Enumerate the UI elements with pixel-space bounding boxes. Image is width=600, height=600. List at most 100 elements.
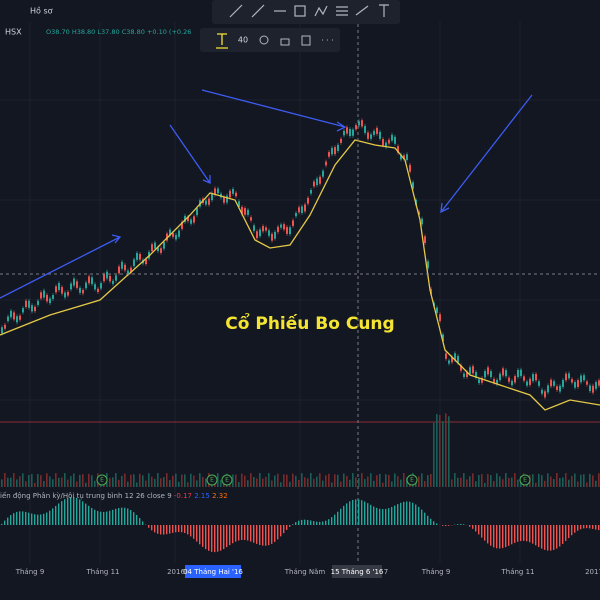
macd-bar [394, 505, 396, 525]
macd-bar [295, 522, 297, 525]
candle [13, 312, 15, 320]
candle [124, 264, 126, 271]
macd-bar [178, 525, 180, 533]
candle [295, 212, 297, 217]
macd-bar [541, 525, 543, 549]
tool-icons[interactable] [229, 4, 389, 18]
candle [262, 226, 264, 232]
macd-bar [40, 514, 42, 525]
volume-bar [379, 473, 381, 487]
volume-bar [547, 473, 549, 487]
macd-bar [346, 503, 348, 525]
volume-bar [400, 479, 402, 487]
candle [4, 324, 6, 329]
candle [559, 385, 561, 392]
volume-bar [448, 416, 450, 487]
volume-bar [310, 473, 312, 487]
volume-bar [586, 482, 588, 487]
volume-bar [148, 473, 150, 487]
volume-bar [292, 473, 294, 487]
candle [484, 371, 486, 378]
candle [598, 380, 600, 386]
candle [553, 381, 555, 386]
text-tools[interactable] [259, 35, 333, 46]
candle [1, 327, 3, 334]
font-size[interactable]: 40 [238, 36, 248, 45]
profile[interactable]: Hồ sơ [30, 6, 53, 16]
macd-bar [244, 525, 246, 540]
candle [163, 242, 165, 249]
volume-bar [94, 480, 96, 487]
macd-bar [493, 525, 495, 548]
macd-bar [187, 525, 189, 535]
candle [223, 196, 225, 203]
macd-bar [241, 525, 243, 540]
x-highlight: 04 Tháng Hai '16 [183, 568, 243, 576]
volume-bar [19, 476, 21, 487]
macd-bar [484, 525, 486, 541]
candle [487, 367, 489, 375]
candle [451, 357, 453, 363]
macd-bar [106, 511, 108, 525]
macd-bar [442, 525, 444, 526]
candle [409, 164, 411, 172]
candle [97, 288, 99, 293]
macd-bar [376, 507, 378, 525]
text-color[interactable] [216, 33, 228, 49]
candle [397, 146, 399, 153]
earnings-label: E [100, 477, 104, 484]
volume-bar [277, 473, 279, 487]
macd-bar [70, 497, 72, 525]
candle [112, 280, 114, 284]
macd-bar [16, 511, 18, 525]
volume-bar [1, 479, 3, 487]
macd-bar [271, 525, 273, 544]
macd-bar [565, 525, 567, 542]
volume-bar [580, 474, 582, 487]
macd-bar [211, 525, 213, 552]
candle [10, 310, 12, 318]
candle [532, 374, 534, 382]
macd-bar [472, 525, 474, 529]
candle [562, 380, 564, 387]
volume-bar [193, 475, 195, 487]
macd-bar [448, 525, 450, 526]
volume-bar [283, 474, 285, 487]
macd-bar [82, 501, 84, 525]
volume-bar [571, 475, 573, 487]
macd-bar [190, 525, 192, 537]
candle [304, 204, 306, 212]
volume-bar [187, 482, 189, 487]
macd-bar [364, 501, 366, 525]
macd-bar [532, 525, 534, 544]
macd-bar [370, 504, 372, 525]
volume-bar [565, 473, 567, 487]
candle [43, 290, 45, 298]
volume-bar [385, 474, 387, 487]
macd-bar [226, 525, 228, 548]
x-label: Tháng 11 [85, 568, 119, 576]
candle [367, 132, 369, 139]
earnings-badge [221, 474, 233, 486]
volume-bar [466, 479, 468, 487]
volume-bar [538, 473, 540, 487]
volume-bar [493, 481, 495, 487]
candle [325, 161, 327, 166]
macd-bar [400, 502, 402, 525]
volume-bar [178, 481, 180, 487]
macd-bar [478, 525, 480, 535]
candle [313, 181, 315, 187]
volume-bar [307, 478, 309, 487]
candle [442, 334, 444, 342]
moving-average [0, 139, 600, 411]
candle [118, 266, 120, 274]
volume-bar [217, 473, 219, 487]
macd-bar [502, 525, 504, 549]
volume-bar [583, 474, 585, 487]
candle [28, 300, 30, 308]
candle [178, 230, 180, 237]
volume-bar [511, 477, 513, 487]
candle [139, 253, 141, 260]
macd-bar [67, 497, 69, 525]
